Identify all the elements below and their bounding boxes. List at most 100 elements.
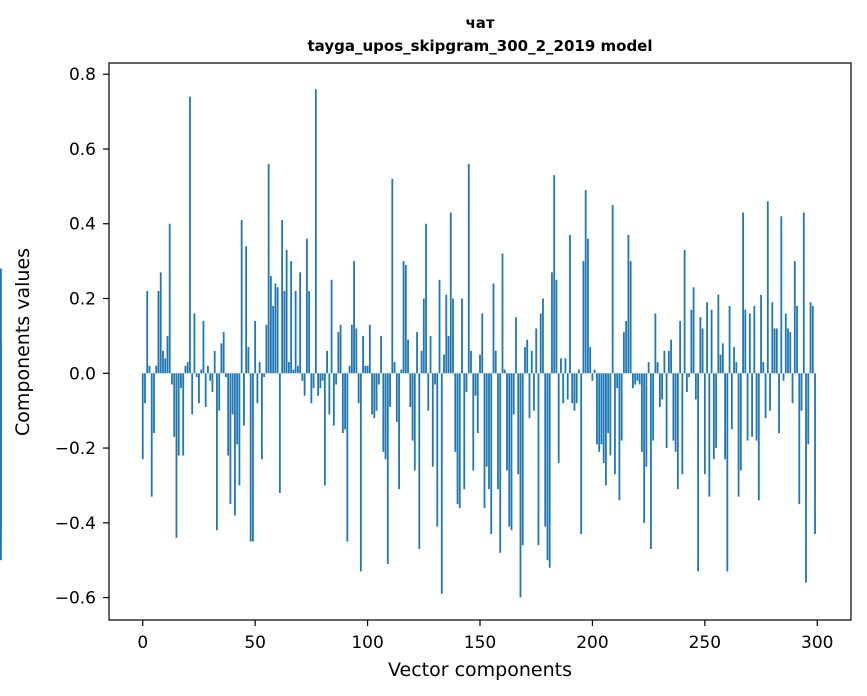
bar-51 (256, 373, 259, 404)
bar-208 (609, 373, 612, 456)
bar-269 (746, 373, 749, 441)
bar-110 (389, 373, 391, 407)
bar-241 (683, 249, 686, 374)
bar-48 (249, 373, 252, 542)
bar-173 (530, 350, 533, 374)
bar-152 (483, 373, 486, 508)
bar-167 (517, 373, 520, 475)
bar-115 (400, 369, 403, 374)
bar-206 (605, 373, 607, 486)
x-tick-label: 0 (137, 633, 148, 653)
bar-205 (602, 373, 605, 463)
bar-43 (238, 373, 241, 486)
bar-56 (267, 163, 270, 374)
bar-240 (681, 373, 684, 475)
bar-213 (620, 373, 623, 441)
bar-31 (211, 373, 214, 392)
bar-232 (663, 350, 666, 374)
bar-84 (330, 279, 333, 374)
bar-59 (274, 283, 277, 374)
bar-256 (717, 294, 720, 374)
bar-160 (501, 253, 504, 374)
bar-19 (184, 365, 187, 374)
y-tick-label: −0.2 (55, 439, 96, 459)
bar-104 (375, 373, 378, 411)
bar-293 (800, 373, 803, 411)
bar-243 (688, 373, 691, 378)
bar-14 (173, 373, 176, 437)
bar-159 (499, 373, 502, 553)
bar-131 (436, 373, 439, 527)
bar-172 (528, 373, 531, 419)
bar-203 (598, 373, 601, 452)
bar-62 (281, 220, 284, 374)
bar-22 (191, 373, 194, 415)
bar-74 (308, 291, 311, 374)
bar-81 (323, 373, 326, 486)
bar-107 (382, 373, 385, 452)
bar-255 (715, 373, 717, 449)
bar-285 (782, 373, 785, 381)
bar-63 (283, 291, 286, 374)
bar-121 (413, 373, 416, 471)
x-tick-label: 50 (244, 633, 266, 653)
bar-68 (294, 291, 297, 374)
y-tick-label: −0.4 (55, 514, 96, 534)
bar-273 (755, 373, 758, 441)
bar-284 (780, 216, 783, 374)
bar-294 (802, 212, 805, 374)
bar-239 (679, 320, 682, 374)
bar-182 (551, 272, 553, 374)
bar-87 (337, 332, 340, 374)
bar-227 (652, 373, 655, 441)
bar-3 (148, 365, 151, 374)
bar-171 (526, 339, 529, 374)
bar-270 (748, 313, 751, 374)
bar-16 (177, 373, 180, 456)
bar-223 (643, 373, 646, 523)
bar-17 (180, 373, 182, 389)
bar-30 (209, 373, 212, 381)
y-tick-label: 0.4 (69, 215, 96, 235)
bar-83 (328, 373, 331, 415)
bar-229 (656, 362, 659, 374)
bar-106 (380, 335, 382, 374)
bar-122 (416, 332, 418, 374)
bar-226 (649, 373, 652, 549)
bar-163 (508, 373, 511, 527)
bar-292 (798, 373, 801, 505)
bar-10 (164, 358, 167, 374)
bar-24 (195, 373, 198, 378)
bar-235 (670, 339, 673, 374)
bar-125 (422, 298, 425, 374)
bar-41 (234, 373, 236, 516)
bar-250 (703, 373, 706, 475)
bar-224 (645, 373, 648, 467)
bar-53 (261, 373, 263, 460)
bar-150 (479, 354, 481, 374)
bar-98 (362, 335, 364, 374)
bar-66 (290, 261, 293, 374)
bar-242 (685, 373, 688, 392)
bar-12 (168, 223, 171, 374)
bar-136 (447, 335, 450, 374)
bar-280 (771, 302, 774, 374)
bar-218 (632, 373, 634, 389)
bar-277 (764, 373, 767, 419)
bar-249 (701, 328, 704, 374)
bar-200 (591, 373, 594, 381)
bar-13 (171, 373, 173, 385)
x-tick-label: 250 (689, 633, 721, 653)
bar-179 (544, 373, 547, 527)
bar-178 (542, 298, 544, 374)
bar-204 (600, 373, 603, 445)
bar-0 (141, 373, 144, 460)
bar-230 (658, 373, 661, 407)
bar-28 (204, 373, 207, 407)
bar-99 (364, 365, 367, 374)
bar-4 (150, 373, 153, 497)
bar-272 (753, 305, 756, 374)
bar-261 (728, 305, 731, 374)
bar-42 (236, 373, 239, 445)
bar-279 (769, 373, 771, 411)
